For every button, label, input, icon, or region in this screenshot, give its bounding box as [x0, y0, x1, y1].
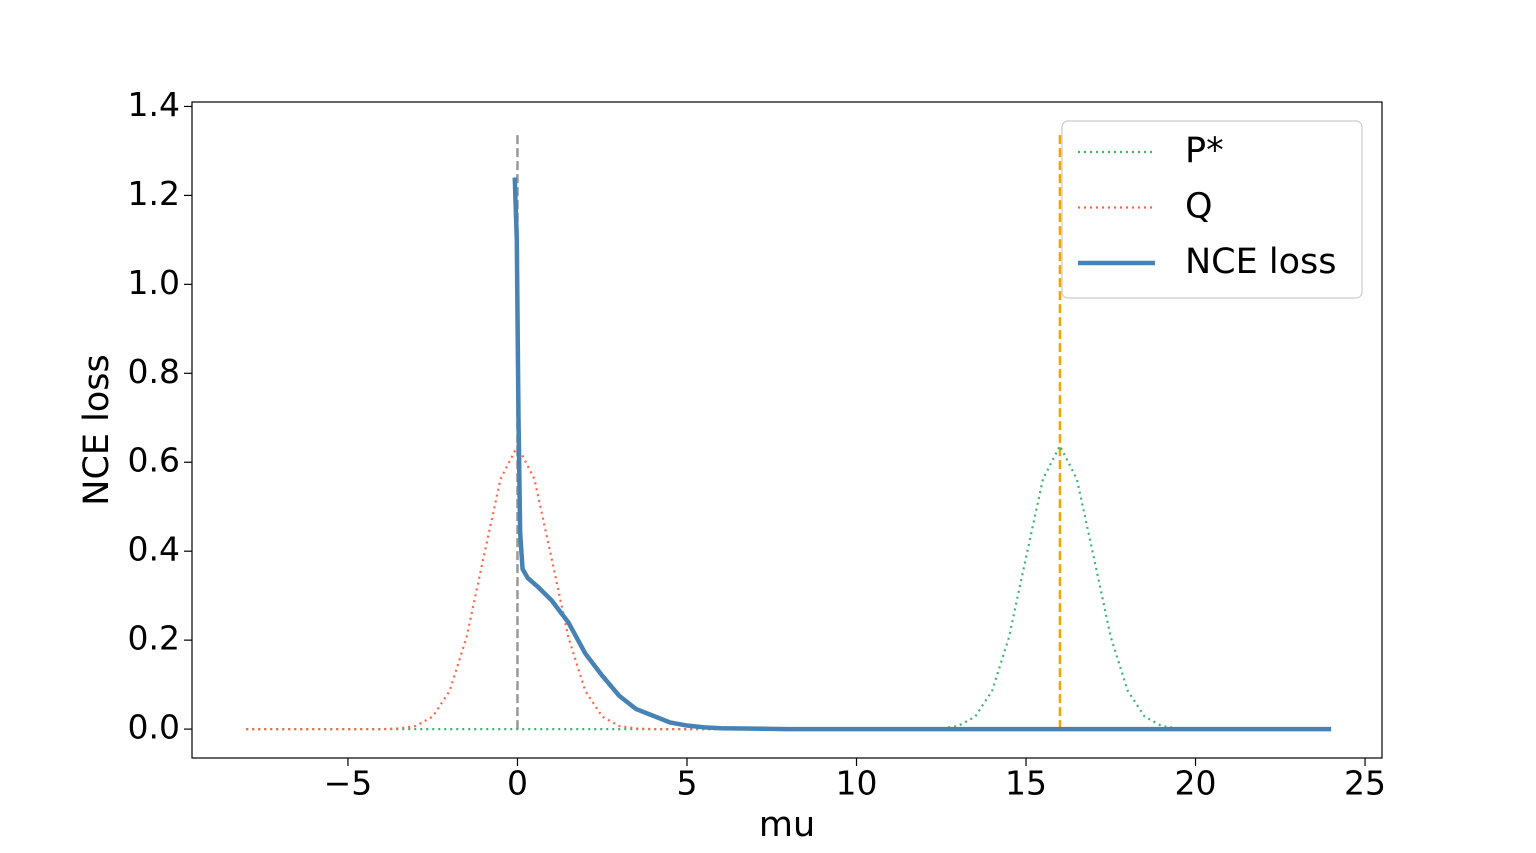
legend-label: Q	[1185, 187, 1213, 227]
x-axis-label: mu	[759, 805, 815, 845]
series-line	[246, 444, 1332, 731]
y-tick-label: 0.0	[128, 708, 180, 747]
x-tick-label: 25	[1344, 764, 1386, 803]
y-tick-label: 0.6	[128, 441, 180, 480]
x-tick-label: 15	[1005, 764, 1047, 803]
x-tick-label: 0	[507, 764, 528, 803]
series-line	[512, 177, 1332, 732]
y-tick-label: 1.2	[128, 174, 180, 213]
x-tick-label: −5	[324, 764, 373, 803]
legend-label: NCE loss	[1185, 242, 1336, 282]
legend-box	[1061, 120, 1363, 299]
y-tick-label: 0.2	[128, 619, 180, 658]
plot-frame	[191, 101, 1383, 759]
y-tick-label: 1.0	[128, 263, 180, 302]
series-line	[246, 444, 1332, 731]
x-tick-label: 5	[676, 764, 697, 803]
legend-label: P*	[1185, 131, 1224, 171]
x-tick-label: 10	[836, 764, 878, 803]
y-tick-label: 0.4	[128, 530, 180, 569]
y-tick-label: 0.8	[128, 352, 180, 391]
x-tick-label: 20	[1175, 764, 1217, 803]
y-axis-label: NCE loss	[77, 354, 117, 505]
y-tick-label: 1.4	[128, 85, 180, 124]
